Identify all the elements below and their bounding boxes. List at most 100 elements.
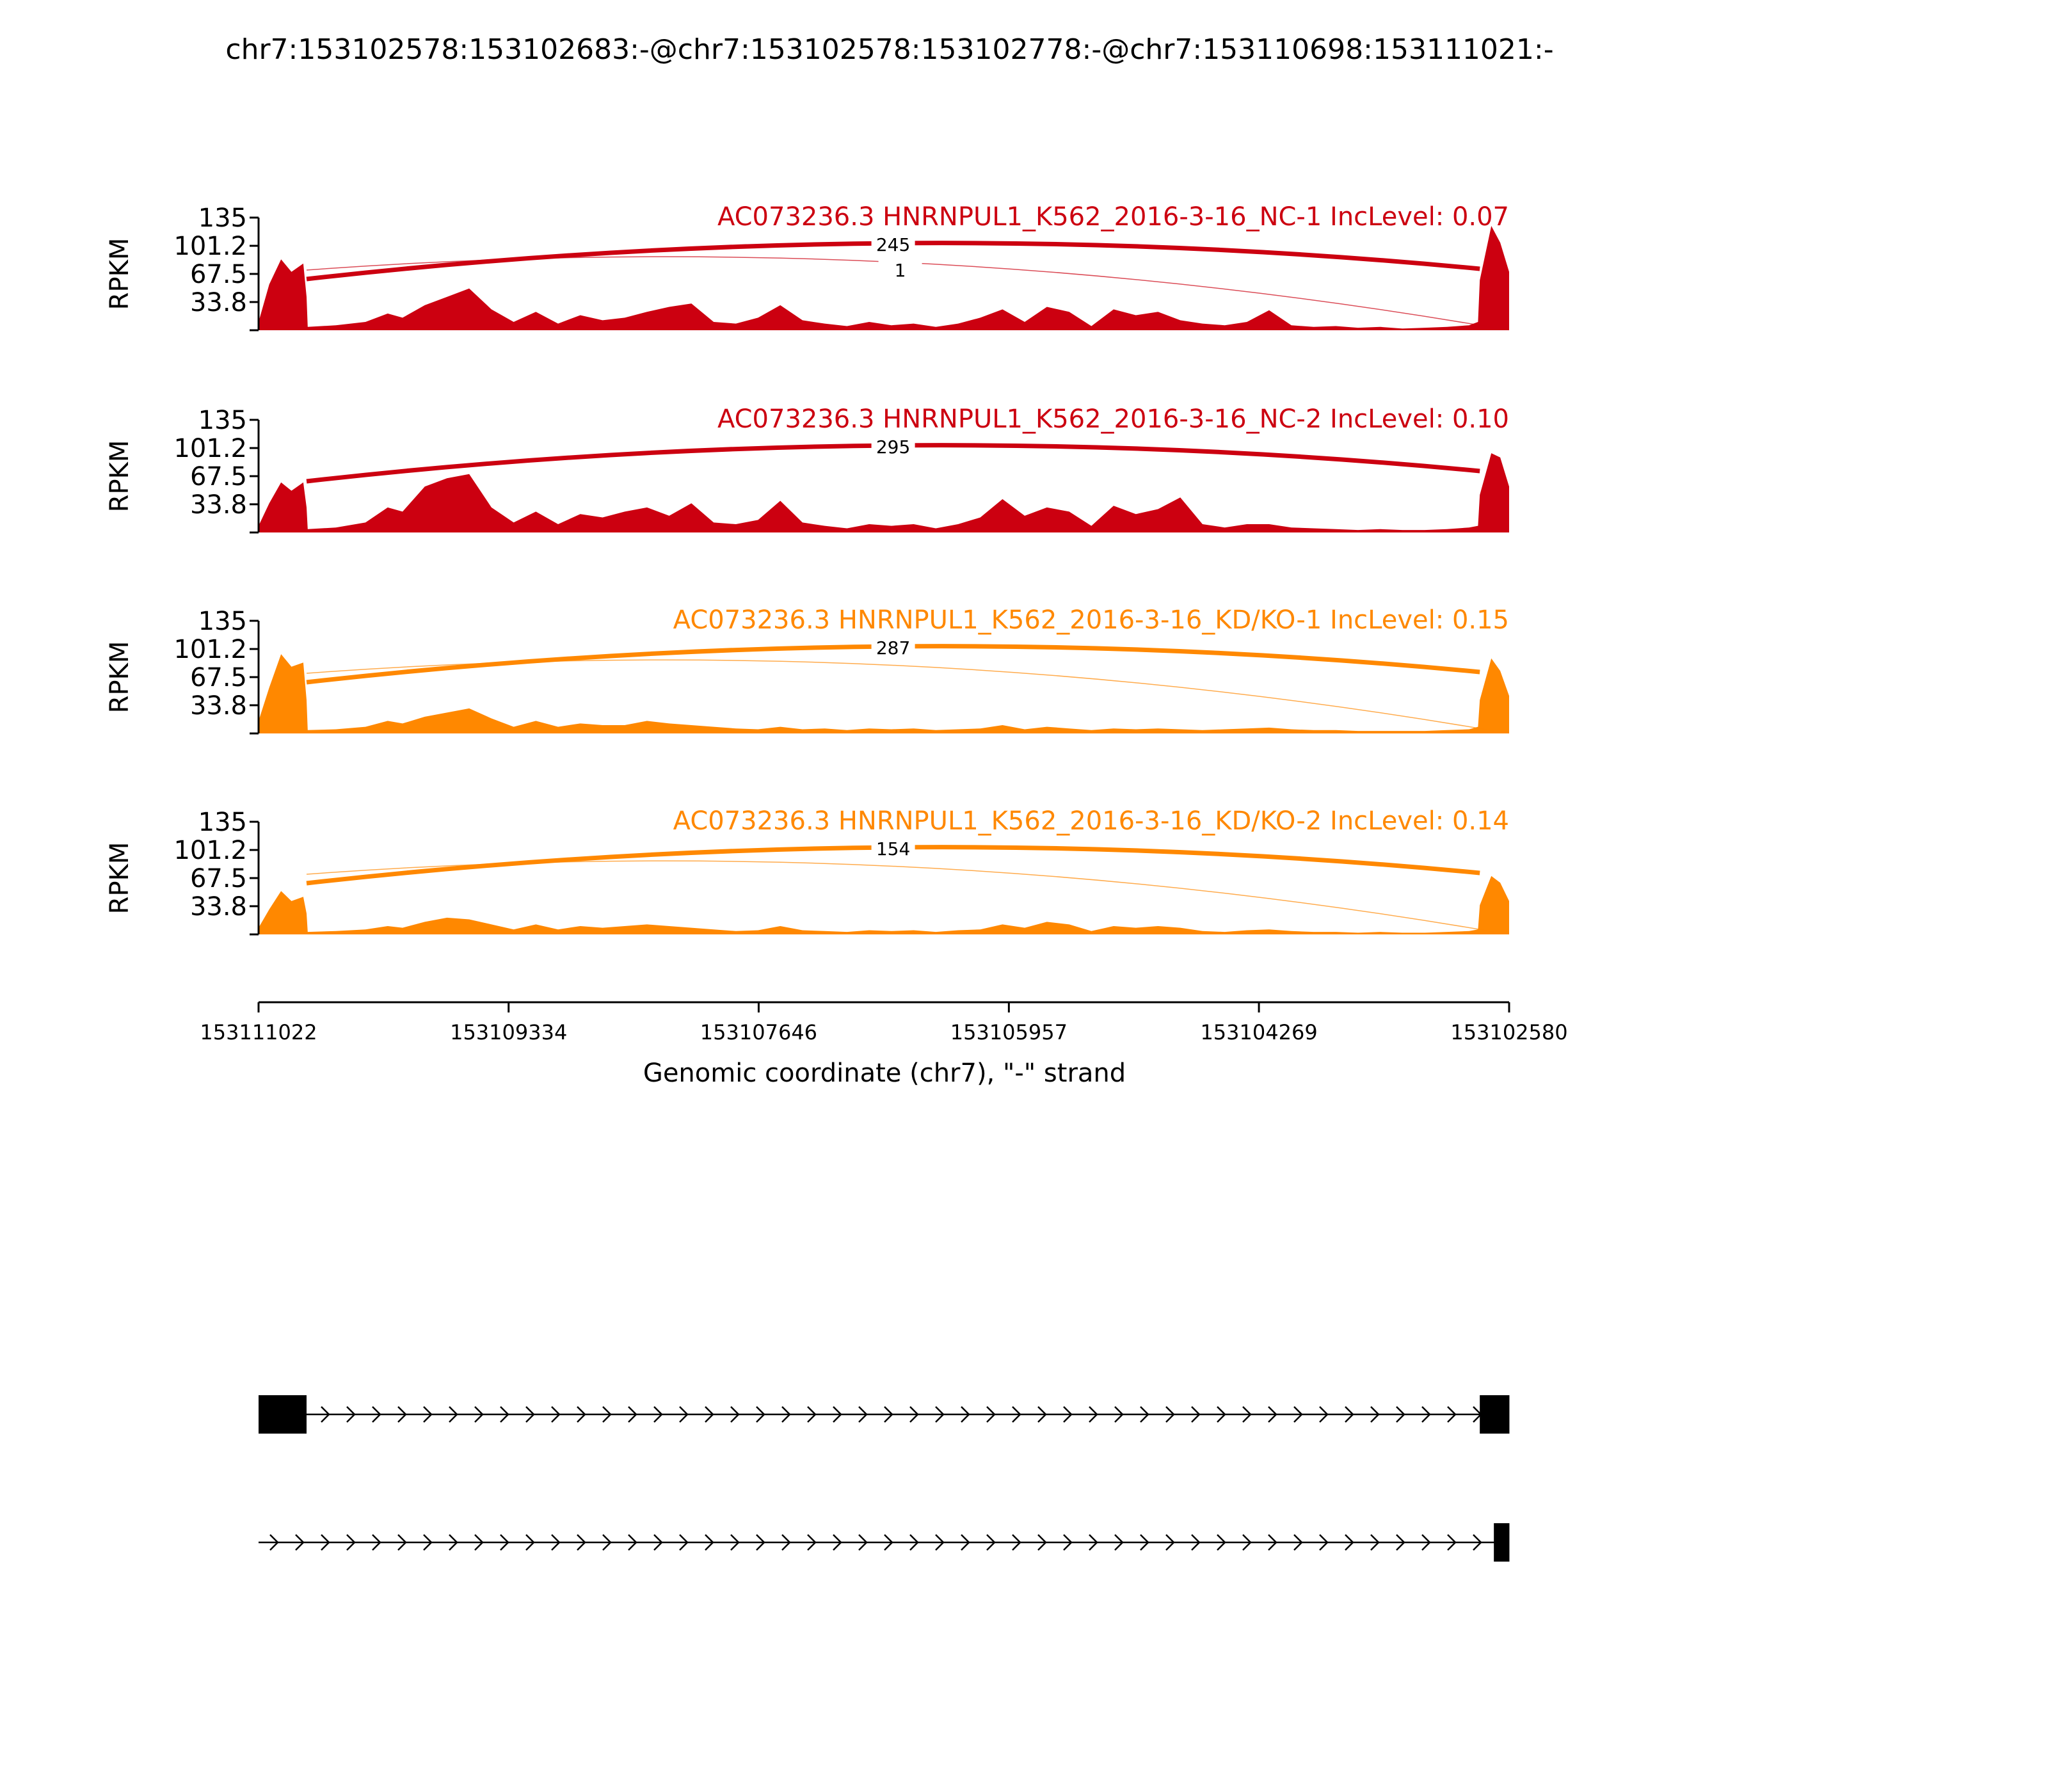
strand-chevron [1089,1534,1098,1551]
junction-label-box [871,836,915,861]
y-tick-label: 33.8 [190,691,247,721]
strand-chevron [1447,1406,1457,1423]
junction-count-label: 154 [876,838,910,860]
strand-chevron [730,1406,740,1423]
strand-chevron [807,1534,817,1551]
strand-chevron [321,1534,330,1551]
strand-chevron [653,1534,663,1551]
y-tick-label: 67.5 [190,462,247,492]
strand-chevron [679,1406,689,1423]
junction-count-label: 287 [876,637,910,659]
strand-chevron [628,1406,637,1423]
strand-chevron [858,1534,868,1551]
strand-chevron [1293,1406,1303,1423]
isoform-tracks [259,1395,1510,1562]
strand-chevron [884,1534,893,1551]
x-tick-label: 153102580 [1450,1020,1567,1044]
strand-chevron [961,1406,970,1423]
isoform-track-1 [259,1395,1510,1434]
strand-chevron [1012,1534,1021,1551]
strand-chevron [1114,1534,1124,1551]
strand-chevron [1242,1406,1252,1423]
strand-chevron [551,1534,561,1551]
strand-chevron [269,1534,279,1551]
junction-label-box [871,635,915,660]
strand-chevron [986,1534,996,1551]
strand-chevron [679,1534,689,1551]
strand-chevron [961,1534,970,1551]
junction-count-label: 245 [876,234,910,255]
strand-chevron [346,1406,356,1423]
strand-chevron [1063,1534,1073,1551]
strand-chevron [295,1534,305,1551]
strand-chevron [1217,1534,1226,1551]
strand-chevron [397,1406,407,1423]
strand-chevron [577,1406,586,1423]
y-axis-label: RPKM [105,238,134,310]
strand-chevron [1421,1534,1431,1551]
x-axis-label: Genomic coordinate (chr7), "-" strand [643,1059,1126,1088]
x-tick-label: 153104269 [1200,1020,1317,1044]
strand-chevron [781,1406,791,1423]
strand-chevron [525,1406,535,1423]
strand-chevron [1037,1406,1047,1423]
strand-chevron [730,1534,740,1551]
strand-chevron [1012,1406,1021,1423]
strand-chevron [551,1406,561,1423]
strand-chevron [1191,1406,1201,1423]
strand-chevron [833,1406,842,1423]
coverage-area [259,226,1509,330]
strand-chevron [1140,1534,1149,1551]
exon-block [1494,1523,1510,1562]
strand-chevron [372,1406,381,1423]
x-tick-label: 153109334 [450,1020,567,1044]
strand-chevron [1345,1534,1354,1551]
y-tick-label: 67.5 [190,260,247,289]
y-tick-label: 101.2 [173,635,247,664]
strand-chevron [397,1534,407,1551]
strand-chevron [986,1406,996,1423]
y-axis-label: RPKM [105,842,134,915]
strand-chevron [628,1534,637,1551]
coverage-area [259,453,1509,532]
strand-chevron [705,1406,714,1423]
y-tick-label: 135 [198,607,247,636]
y-tick-label: 101.2 [173,434,247,463]
sample-label: AC073236.3 HNRNPUL1_K562_2016-3-16_KD/KO… [673,806,1509,836]
genomic-x-axis: 153111022 153109334 153107646 153105957 1531… [200,1001,1568,1044]
sample-label: AC073236.3 HNRNPUL1_K562_2016-3-16_NC-2 … [717,404,1509,434]
y-tick-label: 33.8 [190,892,247,922]
junction-count-label: 295 [876,436,910,458]
strand-chevron [449,1534,458,1551]
strand-chevron [577,1534,586,1551]
strand-chevron [1370,1534,1380,1551]
strand-chevron [1345,1406,1354,1423]
strand-chevron [500,1534,509,1551]
strand-chevron [372,1534,381,1551]
strand-chevron [1319,1534,1329,1551]
strand-chevron [1037,1534,1047,1551]
strand-chevron [1191,1534,1201,1551]
strand-chevron [449,1406,458,1423]
strand-chevron [756,1534,765,1551]
coverage-area [259,876,1509,934]
strand-chevron [1293,1534,1303,1551]
strand-chevron [423,1534,433,1551]
x-tick-label: 153107646 [700,1020,817,1044]
exon-block [259,1395,307,1434]
strand-chevron [909,1406,919,1423]
strand-chevron [602,1406,612,1423]
strand-chevron [807,1406,817,1423]
strand-chevron [1165,1534,1175,1551]
strand-chevron [1140,1406,1149,1423]
strand-chevron [781,1534,791,1551]
strand-chevron [423,1406,433,1423]
strand-chevron [525,1534,535,1551]
y-tick-label: 135 [198,204,247,233]
strand-chevron [705,1534,714,1551]
